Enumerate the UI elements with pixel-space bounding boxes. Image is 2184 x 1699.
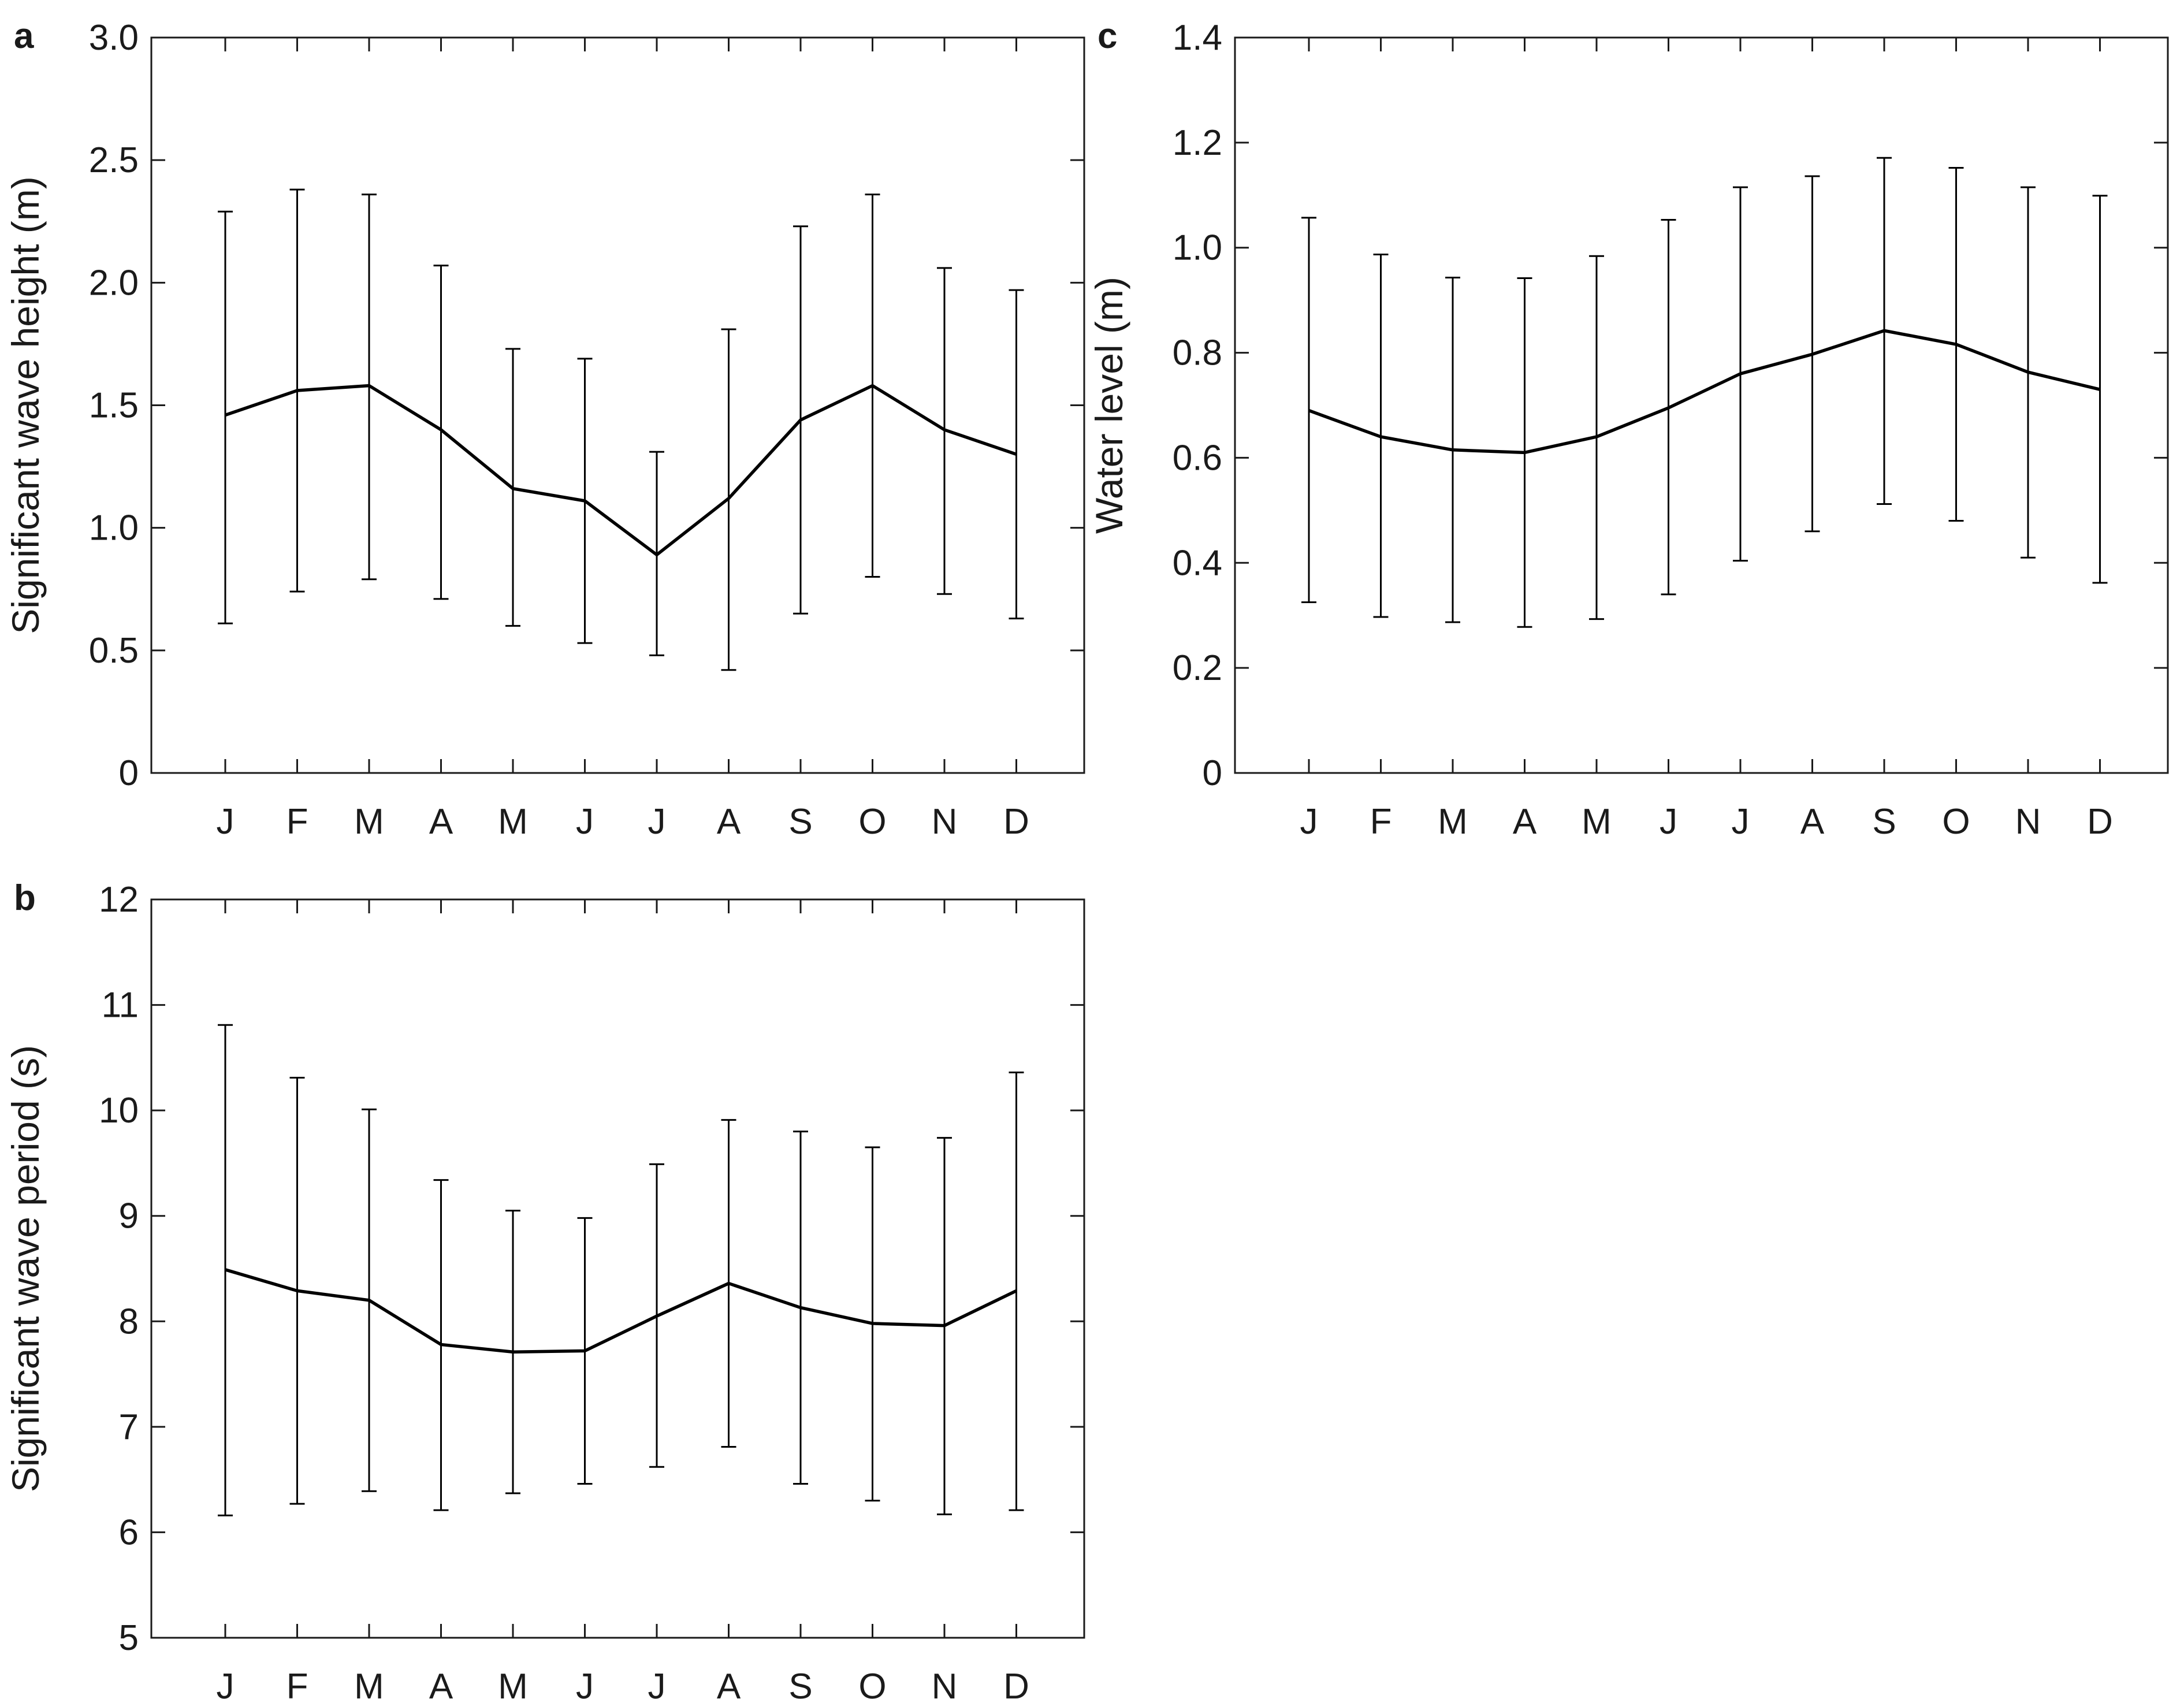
- y-tick-label: 1.5: [89, 386, 139, 426]
- panel-letter: b: [14, 878, 36, 918]
- x-tick-label: M: [354, 802, 384, 842]
- y-tick-label: 1.0: [89, 508, 139, 548]
- panel-a: a 0 0.5 1.0 1.5 2.0 2.5 3.0 J F M A M J J A S O N D Signific…: [4, 16, 1085, 842]
- error-bars: [218, 1024, 1024, 1516]
- y-tick-label: 1.0: [1173, 228, 1222, 268]
- x-tick-label: O: [858, 1667, 886, 1699]
- x-tick-label: A: [429, 1667, 453, 1699]
- x-tick-label: J: [576, 802, 594, 842]
- y-axis-label: Water level (m): [1088, 277, 1130, 534]
- y-tick-label: 12: [99, 880, 139, 920]
- x-tick-label: N: [2015, 802, 2041, 842]
- x-tick-label: S: [788, 802, 812, 842]
- y-tick-label: 1.4: [1173, 18, 1222, 58]
- y-tick-label: 0.4: [1173, 543, 1222, 583]
- panel-b: b 5 6 7 8 9 10 11 12 J F M A M J J A S O N D Significant wave…: [4, 878, 1085, 1699]
- y-tick-label: 0: [1203, 753, 1222, 793]
- x-tick-label: J: [576, 1667, 594, 1699]
- panel-letter: c: [1097, 16, 1117, 56]
- y-tick-label: 1.2: [1173, 123, 1222, 163]
- x-tick-label: D: [1003, 802, 1029, 842]
- x-tick-label: F: [1370, 802, 1392, 842]
- y-axis-label: Significant wave height (m): [4, 176, 47, 634]
- x-tick-label: S: [1872, 802, 1896, 842]
- x-tick-label: J: [1660, 802, 1677, 842]
- y-tick-label: 0.2: [1173, 648, 1222, 688]
- panel-letter: a: [14, 16, 34, 56]
- y-tick-label: 2.5: [89, 140, 139, 180]
- mean-line: [1308, 329, 2101, 455]
- mean-line: [225, 384, 1017, 557]
- x-tick-label: J: [217, 802, 235, 842]
- y-tick-label: 5: [119, 1618, 139, 1658]
- x-tick-label: M: [1438, 802, 1468, 842]
- panel-c: c 0 0.2 0.4 0.6 0.8 1.0 1.2 1.4 J F M A M J J A S O N D Water…: [1088, 16, 2169, 842]
- x-tick-label: A: [429, 802, 453, 842]
- y-tick-label: 6: [119, 1512, 139, 1552]
- x-tick-label: J: [648, 1667, 666, 1699]
- x-tick-label: A: [717, 1667, 741, 1699]
- x-tick-label: N: [932, 1667, 958, 1699]
- x-tick-label: A: [1800, 802, 1825, 842]
- x-tick-label: J: [1732, 802, 1750, 842]
- x-tick-label: J: [217, 1667, 235, 1699]
- y-tick-label: 7: [119, 1407, 139, 1447]
- y-tick-label: 0.8: [1173, 333, 1222, 373]
- mean-line: [225, 1268, 1017, 1354]
- y-tick-label: 8: [119, 1302, 139, 1341]
- y-tick-label: 3.0: [89, 18, 139, 58]
- x-tick-label: M: [354, 1667, 384, 1699]
- y-tick-label: 2.0: [89, 263, 139, 303]
- x-tick-label: A: [717, 802, 741, 842]
- x-tick-label: M: [498, 802, 528, 842]
- y-tick-label: 0.6: [1173, 438, 1222, 478]
- x-tick-label: M: [1582, 802, 1612, 842]
- y-tick-label: 9: [119, 1196, 139, 1236]
- x-tick-label: A: [1513, 802, 1537, 842]
- plot-frame: [150, 898, 1085, 1639]
- y-tick-label: 0: [119, 753, 139, 793]
- x-tick-label: F: [287, 802, 308, 842]
- error-bars: [218, 188, 1024, 671]
- y-tick-label: 11: [102, 986, 139, 1025]
- y-tick-label: 10: [99, 1091, 139, 1131]
- x-tick-label: J: [648, 802, 666, 842]
- x-tick-label: S: [788, 1667, 812, 1699]
- x-tick-label: D: [1003, 1667, 1029, 1699]
- x-tick-label: M: [498, 1667, 528, 1699]
- x-tick-label: J: [1300, 802, 1318, 842]
- x-tick-label: O: [858, 802, 886, 842]
- y-tick-label: 0.5: [89, 631, 139, 671]
- x-tick-label: N: [932, 802, 958, 842]
- x-tick-label: O: [1942, 802, 1970, 842]
- x-tick-label: F: [287, 1667, 308, 1699]
- y-axis-label: Significant wave period (s): [4, 1045, 47, 1492]
- x-tick-label: D: [2087, 802, 2113, 842]
- plot-frame: [1234, 36, 2169, 774]
